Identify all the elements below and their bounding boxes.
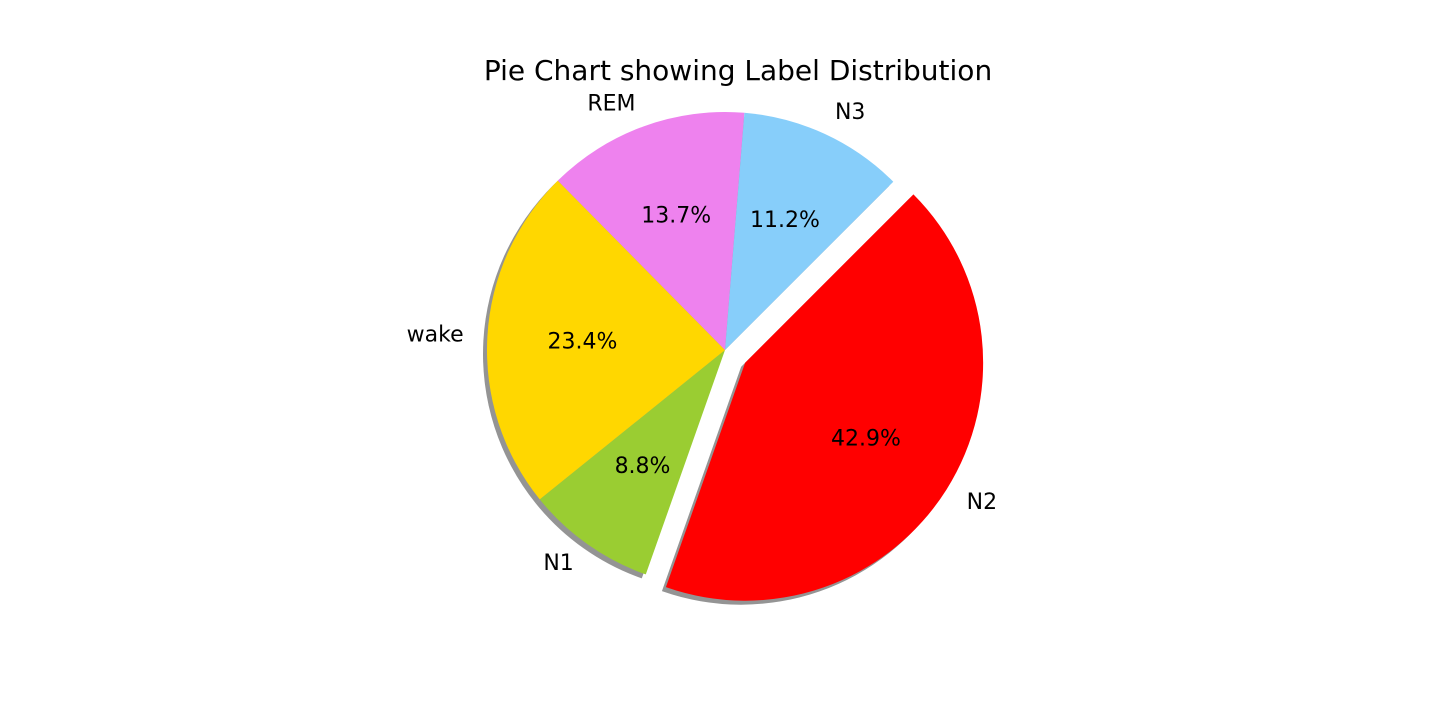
slice-label-n1: N1: [543, 551, 573, 576]
percent-label-n2: 42.9%: [831, 426, 901, 451]
slice-label-wake: wake: [407, 323, 464, 348]
percent-label-rem: 13.7%: [641, 203, 711, 228]
category-labels: N2 N1 wake REM N3: [407, 91, 997, 576]
slice-label-rem: REM: [587, 91, 635, 116]
percent-label-n3: 11.2%: [750, 208, 820, 233]
pie-slice-n1: [539, 350, 725, 575]
pie-slices: [486, 111, 984, 601]
pie-slice-n2: [665, 194, 984, 601]
percent-label-n1: 8.8%: [615, 454, 671, 479]
pie-slice-n3: [725, 112, 894, 350]
chart-title: Pie Chart showing Label Distribution: [484, 54, 992, 87]
pie-slice-rem: [557, 111, 745, 350]
slice-label-n3: N3: [835, 100, 865, 125]
pie-slice-wake: [486, 180, 725, 500]
slice-label-n2: N2: [967, 490, 997, 515]
percent-label-wake: 23.4%: [547, 329, 617, 354]
percent-labels: 42.9% 8.8% 23.4% 13.7% 11.2%: [547, 203, 900, 479]
